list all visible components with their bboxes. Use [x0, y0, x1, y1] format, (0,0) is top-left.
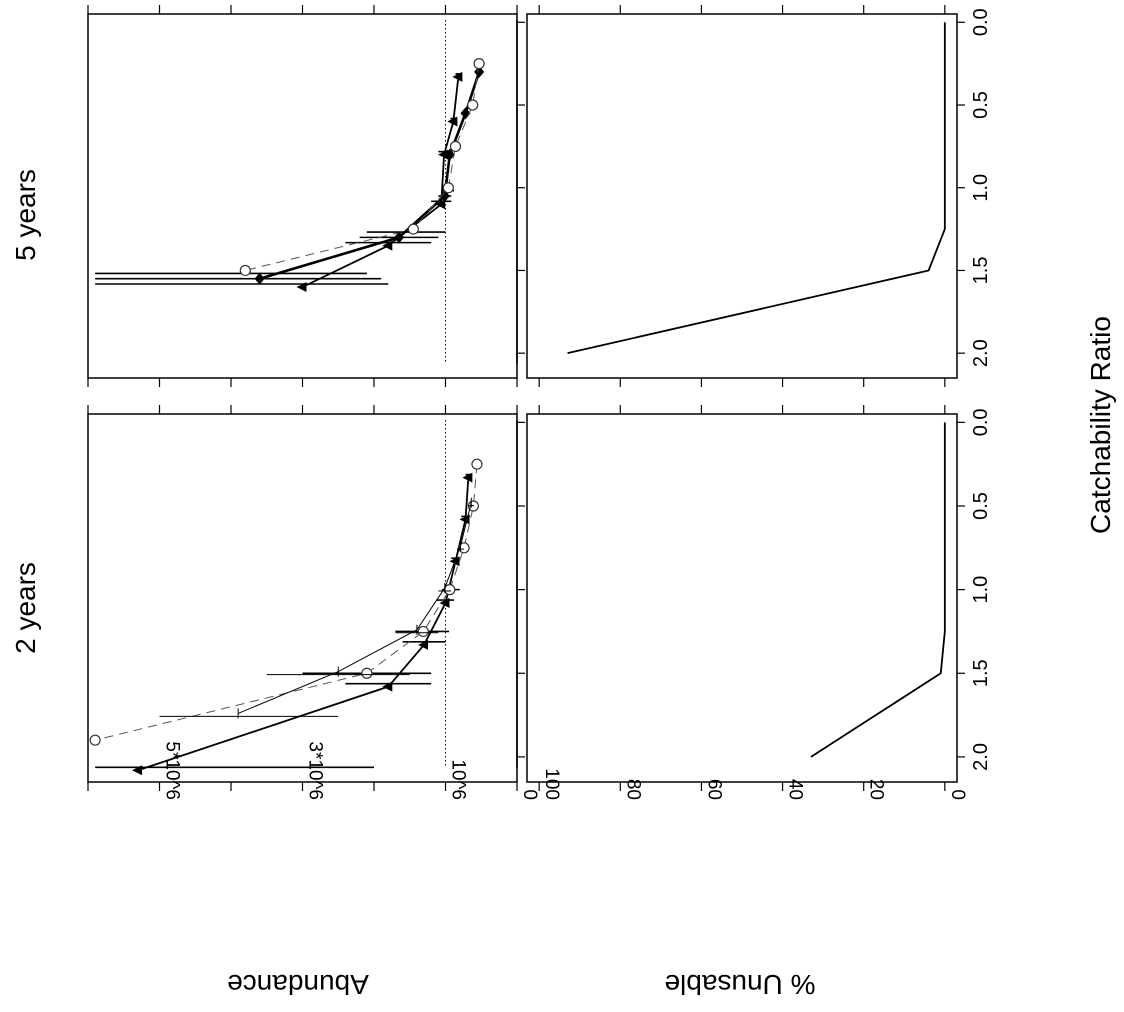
data-point-triangle: [447, 116, 458, 127]
series-line: [245, 63, 480, 271]
abundance-axis-title: Abundance: [227, 969, 369, 1000]
x-tick-label: 0.5: [970, 492, 992, 520]
data-point-circle: [407, 223, 419, 235]
data-point-circle: [471, 458, 483, 470]
data-point-diamond: [394, 231, 405, 244]
data-point-circle: [417, 625, 429, 638]
panel-abundance-5-years: [87, 5, 525, 387]
data-point-diamond: [254, 272, 265, 285]
panel-abundance-2-years: 0 10^6 3*10^6 5*10^6: [87, 405, 540, 800]
data-point-circle: [473, 58, 485, 70]
y-tick-label: 100: [541, 768, 562, 800]
x-tick-label: 1.5: [970, 257, 992, 285]
y-tick-label: 3*10^6: [305, 741, 326, 800]
data-point-diamond: [460, 107, 471, 120]
x-tick-label: 0.0: [970, 408, 992, 436]
panel-frame: [87, 13, 518, 379]
x-axis-title: Catchability Ratio: [1085, 316, 1116, 534]
data-point-circle: [449, 140, 462, 152]
y-tick-label: 80: [622, 779, 643, 800]
y-tick-label: 40: [785, 779, 806, 800]
panel-frame: [526, 413, 958, 783]
data-point-diamond: [474, 65, 485, 78]
row-label-2-years: 2 years: [10, 562, 41, 654]
data-point-circle: [239, 264, 251, 277]
x-tick-label: 2.0: [970, 743, 992, 771]
y-tick-label: 10^6: [448, 759, 469, 800]
data-point-circle: [89, 734, 101, 746]
panels-group: 0 10^6 3*10^6 5*10^6 0.0 0.5 1.0 1.5 2.0 0.0 0.5 1.…: [87, 5, 992, 800]
x-tick-label: 1.5: [970, 659, 992, 687]
series-line: [259, 71, 481, 280]
panel-frame: [526, 13, 958, 379]
series-line: [302, 76, 460, 288]
data-point-circle: [444, 584, 456, 596]
data-point-triangle: [438, 149, 449, 160]
y-tick-label: 5*10^6: [162, 741, 183, 800]
y-tick-label: 20: [866, 779, 887, 800]
data-point-triangle: [382, 681, 393, 692]
data-point-triangle: [435, 199, 446, 210]
data-point-triangle: [462, 472, 473, 483]
data-point-triangle: [382, 240, 393, 251]
y-tick-label: 60: [703, 779, 724, 800]
series-line: [810, 422, 946, 758]
data-point-triangle: [439, 598, 450, 609]
data-point-triangle: [459, 514, 470, 525]
series-line: [567, 22, 946, 355]
data-point-triangle: [132, 765, 143, 776]
panel-unusable-5-years: 0.0 0.5 1.0 1.5 2.0: [526, 5, 992, 387]
x-tick-label: 1.0: [970, 576, 992, 604]
series-line: [237, 502, 472, 714]
row-label-5-years: 5 years: [10, 169, 41, 261]
x-tick-label: 0.5: [970, 91, 992, 119]
x-tick-label: 0.0: [970, 8, 992, 36]
y-tick-label: 0: [519, 789, 540, 800]
data-point-triangle: [452, 71, 463, 82]
data-point-triangle: [418, 639, 429, 650]
series-line: [137, 477, 470, 772]
data-point-circle: [361, 667, 373, 679]
data-point-circle: [442, 182, 454, 194]
data-point-circle: [467, 99, 479, 111]
panel-frame: [87, 413, 518, 783]
panel-unusable-2-years: 0.0 0.5 1.0 1.5 2.0 0 20 40 60 80 100: [526, 405, 992, 800]
y-tick-label: 0: [947, 789, 968, 800]
data-point-diamond: [444, 148, 455, 161]
unusable-axis-title: % Unusable: [665, 969, 816, 1000]
data-point-circle: [458, 542, 470, 554]
series-line: [95, 464, 478, 741]
x-tick-label: 1.0: [970, 174, 992, 202]
data-point-triangle: [296, 282, 307, 292]
x-tick-label: 2.0: [970, 339, 992, 367]
